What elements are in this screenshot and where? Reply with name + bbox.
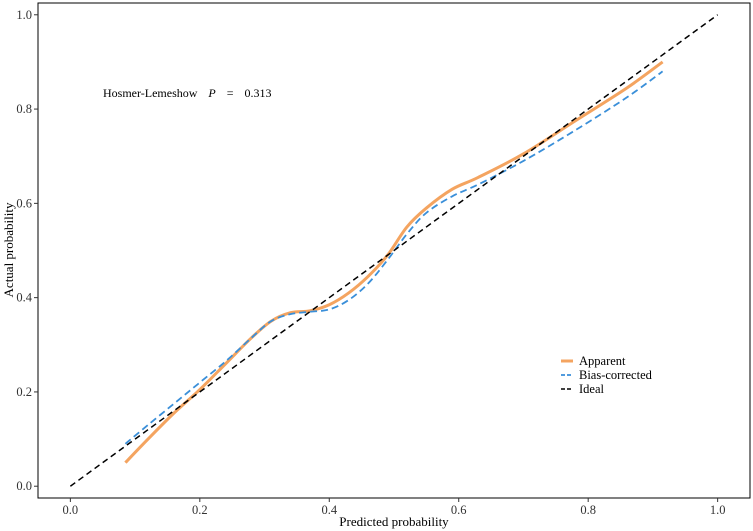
annotation-stat: P xyxy=(207,86,216,100)
x-tick-label: 0.4 xyxy=(321,503,337,517)
hosmer-lemeshow-annotation: Hosmer-Lemeshow P = 0.313 xyxy=(103,86,272,100)
y-axis: 0.0 0.2 0.4 0.6 0.8 1.0 xyxy=(16,8,38,493)
annotation-prefix: Hosmer-Lemeshow xyxy=(103,86,198,100)
series-line-ideal xyxy=(69,14,719,487)
legend-label-bias-corrected: Bias-corrected xyxy=(579,368,653,382)
y-tick-label: 0.8 xyxy=(16,102,32,116)
legend-label-ideal: Ideal xyxy=(579,382,605,396)
y-tick-label: 0.0 xyxy=(16,479,32,493)
x-axis-title: Predicted probability xyxy=(339,514,449,529)
series-line-apparent xyxy=(124,60,664,464)
y-tick-label: 0.6 xyxy=(16,196,32,210)
annotation-equals: = xyxy=(227,86,234,100)
x-tick-label: 0.8 xyxy=(580,503,596,517)
x-tick-label: 0.6 xyxy=(451,503,467,517)
annotation-value: 0.313 xyxy=(245,86,272,100)
x-tick-label: 0.0 xyxy=(63,503,79,517)
x-tick-label: 0.2 xyxy=(192,503,208,517)
legend-label-apparent: Apparent xyxy=(579,354,626,368)
y-tick-label: 1.0 xyxy=(16,8,32,22)
x-tick-label: 1.0 xyxy=(710,503,726,517)
series-layer xyxy=(69,14,719,487)
x-axis: 0.0 0.2 0.4 0.6 0.8 1.0 xyxy=(63,498,726,517)
y-tick-label: 0.2 xyxy=(16,385,32,399)
y-tick-label: 0.4 xyxy=(16,291,32,305)
y-axis-title: Actual probability xyxy=(1,202,16,297)
